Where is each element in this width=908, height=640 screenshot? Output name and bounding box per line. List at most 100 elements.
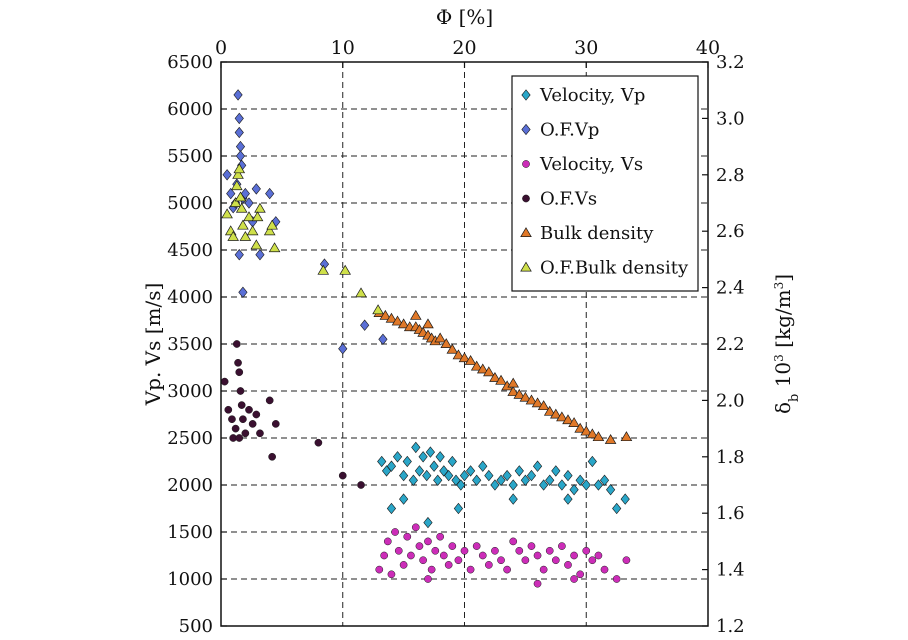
series-3 bbox=[220, 340, 365, 489]
data-point bbox=[394, 546, 403, 555]
x-tick-label: 30 bbox=[574, 37, 598, 59]
data-point bbox=[317, 264, 330, 275]
y-right-tick-label: 1.2 bbox=[716, 616, 745, 636]
data-point bbox=[399, 493, 409, 505]
y-right-tick-label: 1.8 bbox=[716, 447, 745, 468]
data-point bbox=[355, 287, 367, 298]
legend-marker bbox=[520, 227, 532, 237]
data-point bbox=[568, 417, 580, 427]
data-point bbox=[268, 452, 276, 461]
data-point bbox=[250, 239, 263, 250]
legend-label: O.F.Vs bbox=[540, 189, 597, 210]
data-point bbox=[387, 570, 396, 579]
data-point bbox=[490, 479, 500, 491]
data-point bbox=[563, 469, 573, 482]
data-point bbox=[472, 542, 481, 550]
data-point bbox=[569, 484, 579, 496]
data-point bbox=[224, 405, 233, 414]
data-point bbox=[570, 575, 578, 583]
data-point bbox=[604, 433, 617, 444]
data-point bbox=[241, 429, 250, 438]
data-point bbox=[254, 202, 266, 213]
data-point bbox=[238, 286, 248, 298]
data-point bbox=[503, 565, 511, 574]
data-point bbox=[385, 312, 398, 323]
data-point bbox=[448, 542, 457, 550]
y-right-title-part: 10 bbox=[771, 362, 795, 394]
legend-marker bbox=[521, 123, 531, 136]
data-point bbox=[234, 358, 242, 367]
y-right-tick-label: 2.8 bbox=[716, 165, 745, 186]
data-point bbox=[575, 474, 585, 486]
data-point bbox=[525, 394, 538, 405]
data-point bbox=[235, 150, 246, 162]
data-point bbox=[513, 388, 526, 399]
data-point bbox=[360, 319, 370, 331]
data-point bbox=[612, 502, 622, 515]
data-point bbox=[236, 387, 245, 395]
data-point bbox=[235, 368, 244, 377]
x-tick-label: 40 bbox=[696, 37, 720, 59]
y-right-tick-label: 2.6 bbox=[716, 221, 745, 242]
data-point bbox=[433, 474, 443, 486]
data-point bbox=[532, 460, 543, 472]
data-point bbox=[429, 460, 439, 472]
data-point bbox=[424, 575, 432, 583]
y-right-title-part: [kg/m bbox=[771, 289, 795, 354]
data-point bbox=[234, 191, 247, 202]
y-left-axis-title: Vp. Vs [m/s] bbox=[141, 283, 165, 407]
data-point bbox=[507, 377, 520, 388]
y-right-title-part: b bbox=[787, 394, 802, 402]
data-point bbox=[464, 355, 477, 365]
data-point bbox=[434, 332, 446, 343]
data-point bbox=[235, 140, 246, 153]
legend-label: Velocity, Vp bbox=[539, 85, 645, 106]
data-point bbox=[379, 309, 392, 320]
data-point bbox=[556, 411, 568, 422]
data-point bbox=[391, 315, 404, 326]
data-point bbox=[594, 551, 603, 560]
data-point bbox=[423, 516, 433, 529]
data-point bbox=[502, 469, 512, 482]
data-point bbox=[232, 168, 244, 179]
data-point bbox=[620, 431, 633, 442]
data-point bbox=[533, 551, 542, 560]
data-point bbox=[231, 180, 243, 191]
y-right-tick-label: 2.2 bbox=[716, 334, 745, 355]
data-point bbox=[622, 556, 631, 565]
data-point bbox=[514, 465, 524, 477]
series-4 bbox=[373, 307, 633, 444]
data-point bbox=[228, 415, 236, 424]
data-point bbox=[234, 112, 244, 125]
data-point bbox=[386, 502, 397, 515]
data-point bbox=[380, 551, 388, 560]
data-point bbox=[476, 363, 489, 374]
data-point bbox=[268, 242, 281, 253]
y-right-title-part: 3 bbox=[772, 282, 786, 290]
data-point bbox=[233, 89, 243, 101]
data-point bbox=[582, 546, 591, 555]
data-point bbox=[266, 219, 278, 230]
data-point bbox=[509, 537, 518, 546]
data-point bbox=[599, 474, 610, 486]
y-left-tick-label: 5500 bbox=[167, 146, 213, 167]
data-point bbox=[551, 556, 560, 565]
series-1 bbox=[222, 89, 388, 355]
data-point bbox=[235, 202, 248, 213]
data-point bbox=[408, 474, 418, 486]
data-point bbox=[497, 556, 505, 565]
data-point bbox=[519, 391, 532, 402]
data-point bbox=[533, 579, 542, 588]
data-point bbox=[456, 479, 466, 491]
data-point bbox=[562, 414, 574, 425]
data-points bbox=[220, 89, 633, 588]
data-point bbox=[444, 561, 453, 569]
data-point bbox=[581, 479, 591, 491]
legend-marker bbox=[521, 89, 531, 101]
data-point bbox=[539, 479, 549, 491]
data-point bbox=[470, 360, 483, 371]
data-point bbox=[446, 343, 459, 354]
y-left-tick-label: 4500 bbox=[167, 240, 213, 261]
